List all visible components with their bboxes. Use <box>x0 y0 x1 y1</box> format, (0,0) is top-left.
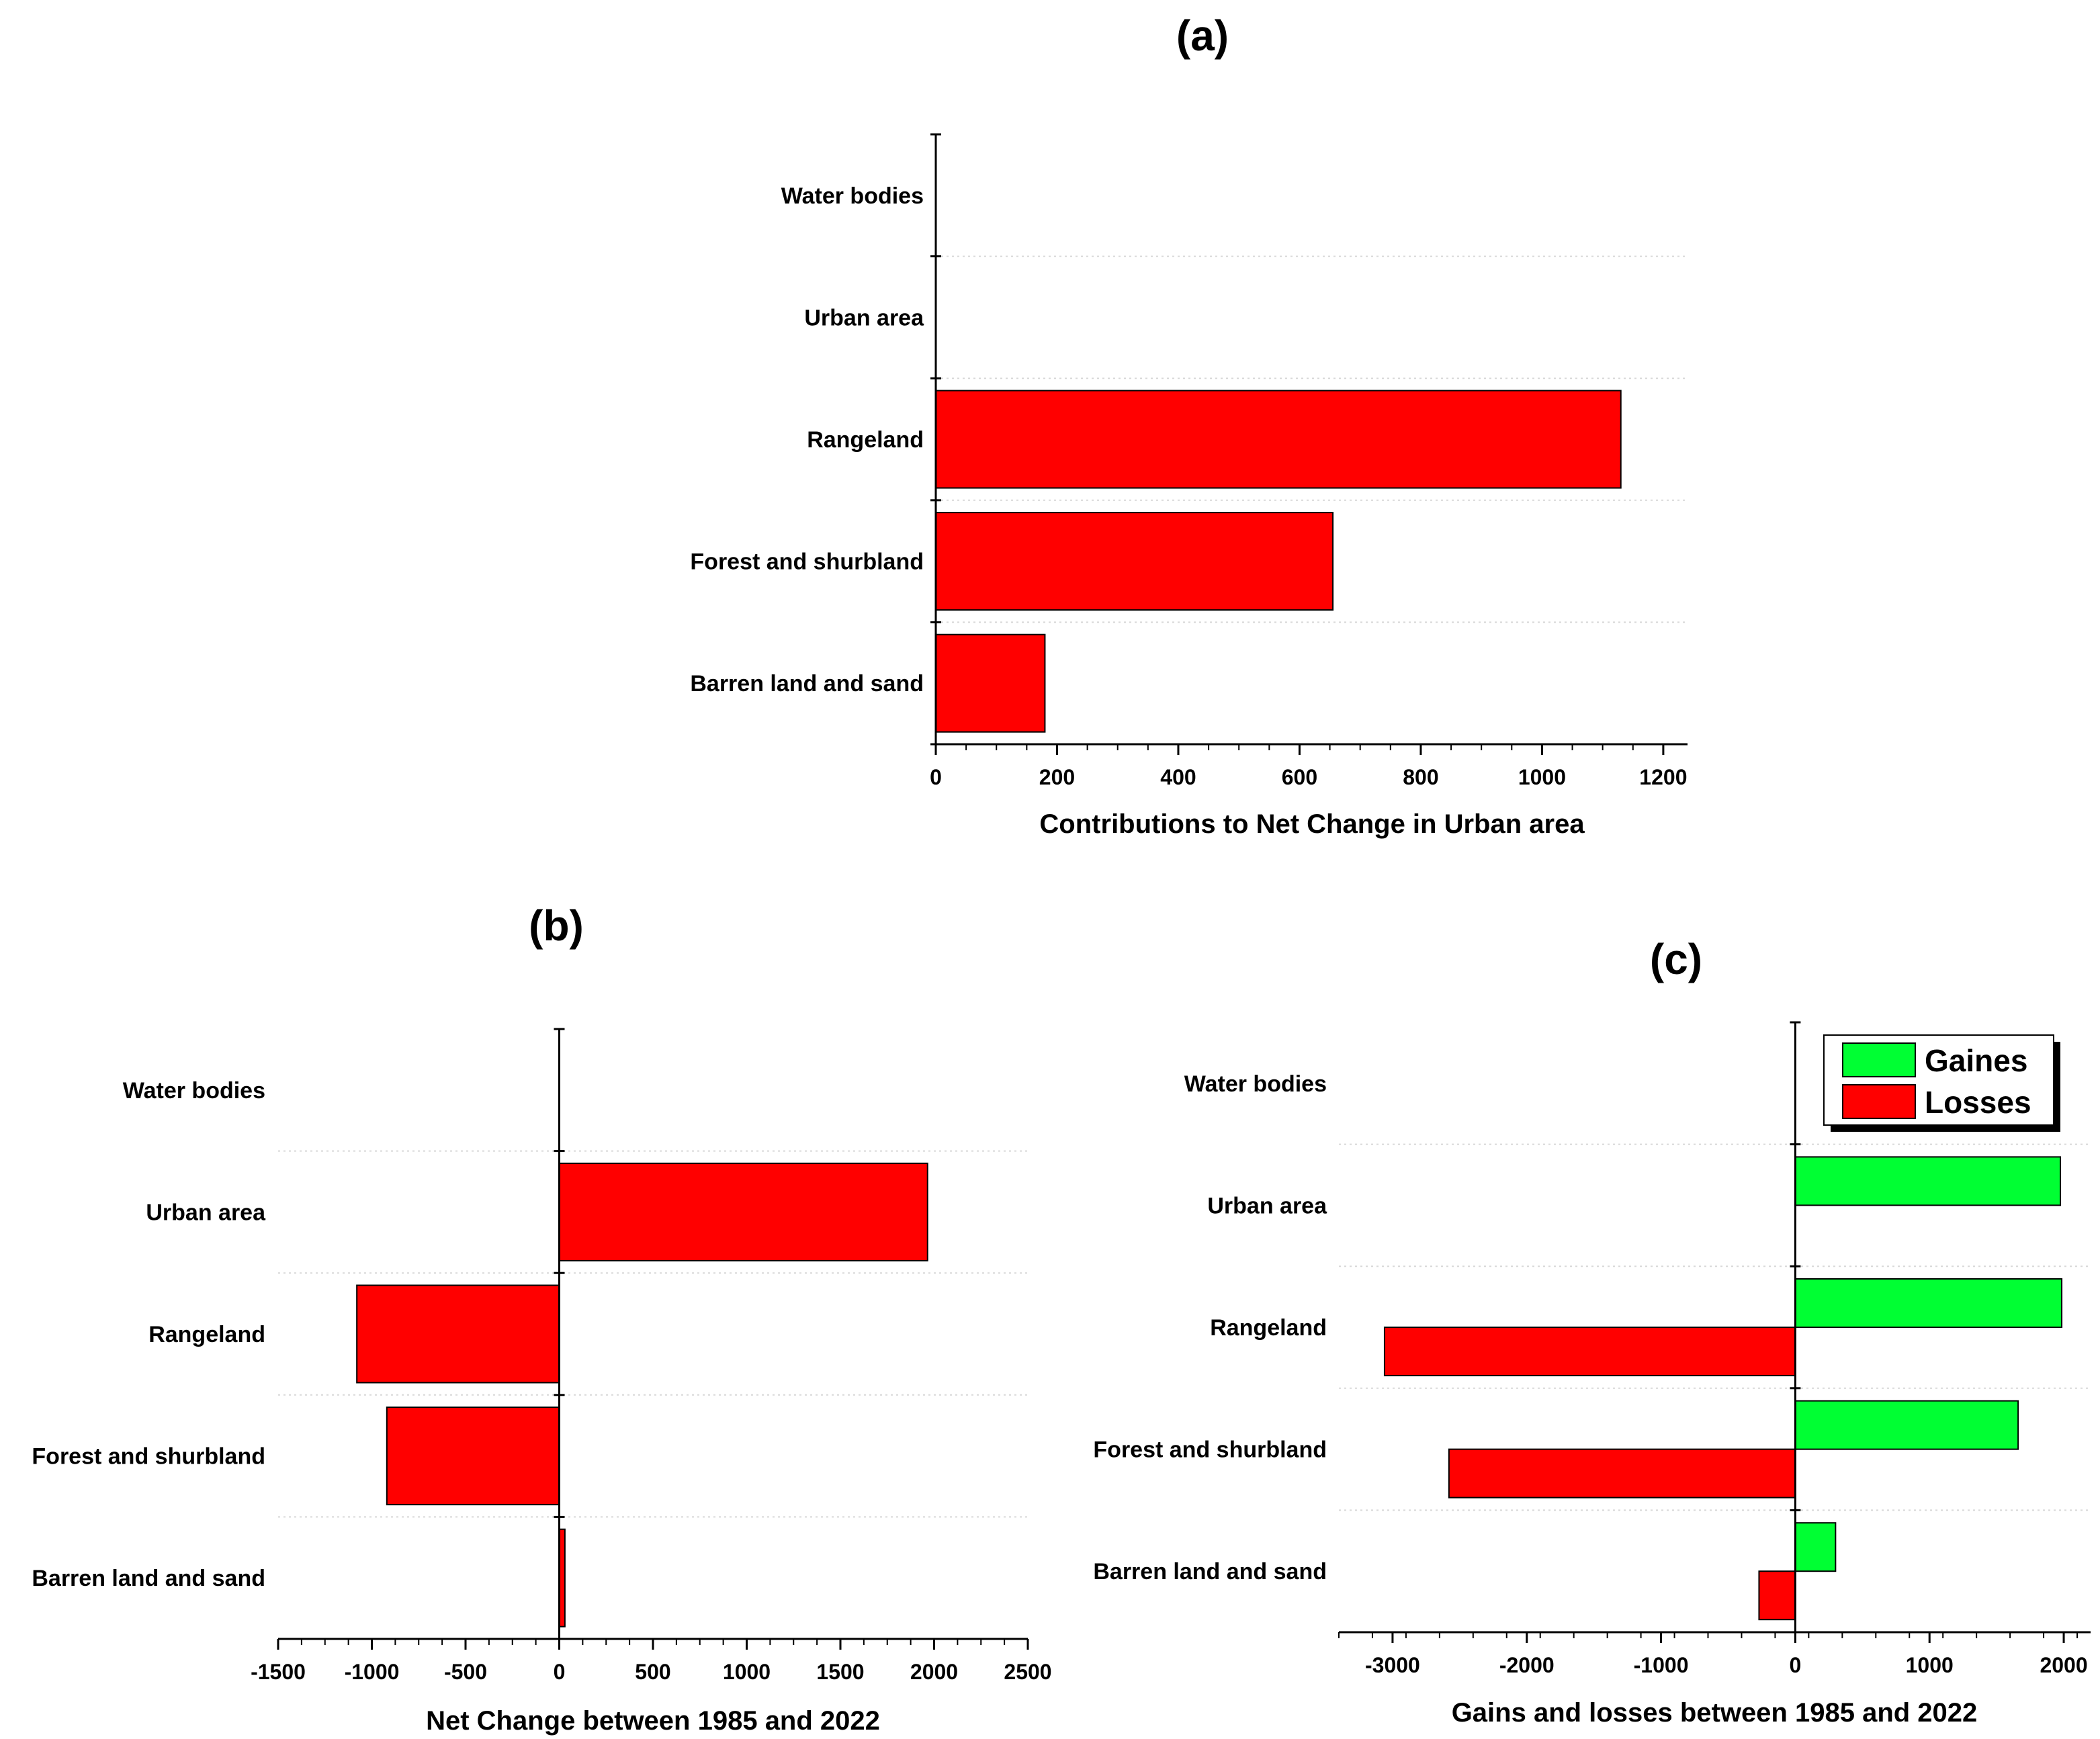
legend-swatch-gaines <box>1842 1042 1916 1077</box>
bar-forest-and-shurbland-losses <box>1448 1448 1796 1499</box>
bar-rangeland <box>935 390 1622 489</box>
category-label: Forest and shurbland <box>1093 1437 1327 1463</box>
panel-label: (b) <box>529 901 584 950</box>
category-label: Forest and shurbland <box>690 549 924 575</box>
panel-c: (c) Water bodies Urban area Rangeland Forest… <box>1093 935 2091 1728</box>
x-tick-label: 500 <box>635 1660 670 1684</box>
bar-barren-land-and-sand-losses <box>1758 1570 1796 1621</box>
category-label: Forest and shurbland <box>32 1444 265 1470</box>
x-tick-label: 2500 <box>1004 1660 1051 1684</box>
bar-urban-area-gaines <box>1794 1156 2062 1206</box>
bar-rangeland-gaines <box>1794 1278 2063 1328</box>
category-label: Barren land and sand <box>1093 1559 1327 1585</box>
panel-label: (a) <box>1176 11 1229 60</box>
category-label: Urban area <box>1207 1193 1327 1218</box>
x-tick-label: 1000 <box>1518 765 1566 789</box>
x-tick-label: 1500 <box>816 1660 864 1684</box>
bar-forest-and-shurbland <box>386 1407 560 1506</box>
category-label: Water bodies <box>781 183 924 209</box>
category-label: Urban area <box>804 305 924 330</box>
x-tick-label: 800 <box>1403 765 1438 789</box>
category-label: Urban area <box>146 1200 266 1225</box>
bar-urban-area <box>558 1162 928 1261</box>
category-label: Rangeland <box>1210 1315 1327 1341</box>
panel-a: (a) Water bodies Urban area Rangeland Forest… <box>690 11 1688 839</box>
x-tick-label: 1000 <box>1906 1653 1954 1677</box>
legend-label-gaines: Gaines <box>1925 1043 2027 1078</box>
bar-forest-and-shurbland <box>935 512 1334 611</box>
legend: Gaines Losses <box>1823 1034 2060 1132</box>
x-axis-title: Net Change between 1985 and 2022 <box>426 1706 880 1736</box>
x-tick-label: 200 <box>1039 765 1075 789</box>
x-axis-title: Contributions to Net Change in Urban are… <box>1039 809 1585 839</box>
category-label: Water bodies <box>123 1078 265 1104</box>
x-tick-label: 0 <box>930 765 942 789</box>
x-tick-label: 0 <box>554 1660 566 1684</box>
bar-rangeland <box>356 1284 560 1384</box>
x-tick-label: -500 <box>444 1660 487 1684</box>
legend-label-losses: Losses <box>1925 1085 2031 1120</box>
x-tick-label: -1000 <box>345 1660 400 1684</box>
x-tick-label: 600 <box>1282 765 1317 789</box>
x-tick-label: -3000 <box>1365 1653 1420 1677</box>
category-label: Rangeland <box>807 427 924 453</box>
bar-forest-and-shurbland-gaines <box>1794 1400 2019 1450</box>
bar-rangeland-losses <box>1383 1327 1796 1376</box>
x-tick-label: -1500 <box>251 1660 306 1684</box>
x-tick-label: -1000 <box>1634 1653 1689 1677</box>
panel-b: (b) Water bodies Urban area Rangeland Forest… <box>32 901 1051 1736</box>
category-label: Barren land and sand <box>690 671 924 697</box>
legend-swatch-losses <box>1842 1084 1916 1119</box>
category-label: Water bodies <box>1184 1071 1327 1097</box>
x-tick-label: 2000 <box>910 1660 958 1684</box>
category-label: Barren land and sand <box>32 1566 265 1591</box>
x-tick-label: 400 <box>1160 765 1196 789</box>
category-label: Rangeland <box>148 1322 265 1347</box>
x-axis-title: Gains and losses between 1985 and 2022 <box>1452 1698 1978 1728</box>
bar-barren-land-and-sand-gaines <box>1794 1522 1837 1572</box>
x-tick-label: 1200 <box>1639 765 1687 789</box>
x-tick-label: 0 <box>1789 1653 1801 1677</box>
x-tick-label: -2000 <box>1499 1653 1555 1677</box>
x-tick-label: 2000 <box>2040 1653 2087 1677</box>
panel-label: (c) <box>1650 935 1702 983</box>
bar-barren-land-and-sand <box>935 633 1046 733</box>
x-tick-label: 1000 <box>723 1660 771 1684</box>
